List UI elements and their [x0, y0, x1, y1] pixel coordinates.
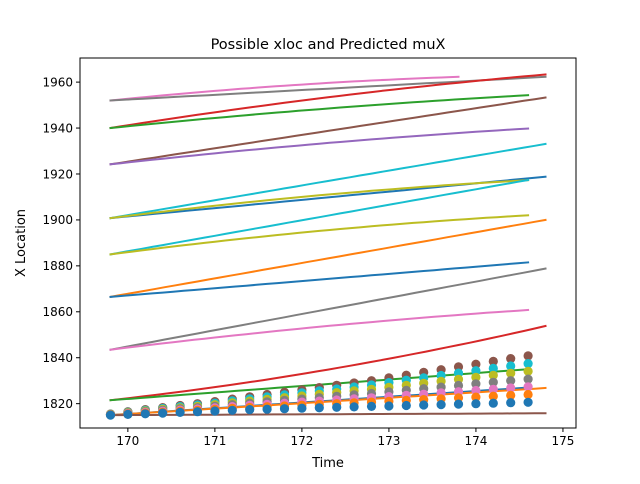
series-line-4 [109, 94, 530, 130]
scatter-point [401, 400, 411, 411]
series-line-15 [109, 308, 530, 351]
series-line-10 [109, 178, 530, 256]
y-tick-label: 1920 [42, 167, 73, 181]
series-line-1 [109, 75, 460, 102]
y-tick-label: 1840 [42, 351, 73, 365]
scatter-point [488, 398, 498, 408]
series-line-3 [109, 73, 547, 130]
series-line-14 [109, 267, 547, 351]
scatter-point [471, 379, 481, 389]
y-tick-label: 1960 [42, 75, 73, 89]
scatter-point [349, 402, 359, 412]
scatter-point [523, 382, 533, 392]
scatter-point [419, 400, 429, 410]
axes-layer: 170 171 172 173 174 175 1820 1840 1860 1880 1900 19… [42, 57, 577, 448]
scatter-point [140, 409, 150, 419]
scatter-point [314, 403, 324, 413]
scatter-point [523, 389, 533, 400]
scatter-point [192, 407, 203, 417]
y-tick-label: 1820 [42, 397, 73, 411]
scatter-point [488, 370, 498, 380]
scatter-point [506, 383, 516, 393]
scatter-point [506, 390, 516, 400]
plot-area [105, 73, 547, 420]
series-line-11 [109, 214, 530, 256]
x-tick-label: 171 [203, 434, 226, 448]
series-line-9 [109, 179, 530, 220]
series-line-16 [109, 324, 547, 402]
series-line-12 [109, 218, 547, 299]
y-tick-label: 1860 [42, 305, 73, 319]
x-tick-label: 173 [377, 434, 400, 448]
scatter-point [523, 351, 533, 361]
x-axis-label: Time [311, 456, 344, 471]
scatter-point [227, 405, 237, 415]
scatter-point [506, 368, 516, 378]
scatter-point [471, 399, 481, 409]
scatter-point [245, 405, 255, 415]
scatter-point [488, 377, 498, 387]
scatter-point [506, 398, 516, 408]
scatter-point [175, 407, 185, 417]
chart-title: Possible xloc and Predicted muX [211, 37, 446, 53]
scatter-point [210, 406, 220, 416]
scatter-point [105, 410, 116, 420]
x-tick-label: 174 [464, 434, 487, 448]
scatter-point [523, 359, 533, 369]
scatter-point [332, 402, 342, 412]
series-line-5 [109, 96, 547, 166]
x-tick-label: 170 [116, 434, 139, 448]
scatter-point [366, 401, 377, 411]
scatter-point [506, 354, 516, 364]
x-tick-label: 175 [551, 434, 574, 448]
y-tick-label: 1880 [42, 259, 73, 273]
scatter-point [471, 372, 481, 382]
plot-frame [79, 57, 577, 429]
scatter-point [488, 363, 498, 373]
scatter-point [279, 404, 290, 414]
scatter-point [262, 404, 272, 414]
x-tick-label: 172 [290, 434, 313, 448]
scatter-point [471, 392, 481, 402]
scatter-point [384, 401, 394, 411]
y-axis-label: X Location [14, 209, 29, 277]
scatter-point [506, 361, 516, 371]
scatter-point [158, 408, 168, 418]
points-layer [105, 351, 533, 420]
scatter-point [523, 366, 533, 376]
scatter-point [506, 376, 516, 386]
scatter-point [123, 409, 133, 419]
series-line-13 [109, 261, 530, 298]
scatter-point [488, 391, 498, 401]
scatter-point [471, 359, 481, 369]
scatter-point [297, 403, 307, 413]
scatter-point [471, 385, 481, 396]
scatter-point [523, 397, 533, 407]
series-line-6 [109, 127, 530, 166]
scatter-point [453, 399, 464, 409]
y-tick-label: 1940 [42, 121, 73, 135]
scatter-point [436, 400, 446, 410]
scatter-point [488, 384, 498, 394]
scatter-point [471, 366, 481, 376]
scatter-point [488, 356, 498, 366]
scatter-point [523, 374, 533, 384]
y-tick-label: 1900 [42, 213, 73, 227]
series-line-7 [109, 142, 547, 220]
